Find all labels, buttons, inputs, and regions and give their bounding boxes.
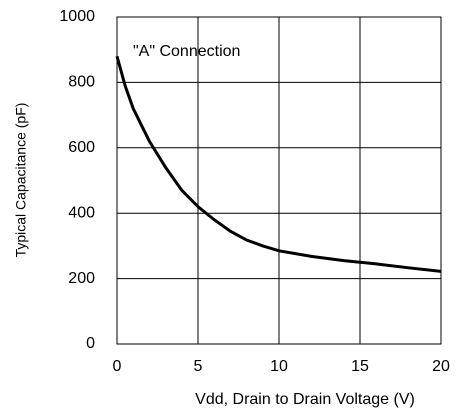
y-tick-label: 400 <box>68 204 95 221</box>
x-tick-label: 10 <box>270 358 288 375</box>
plot-border <box>116 16 442 345</box>
x-tick-label: 20 <box>432 358 450 375</box>
y-tick-label: 1000 <box>59 8 95 25</box>
x-tick-label: 5 <box>194 358 203 375</box>
x-tick-label: 0 <box>113 358 122 375</box>
y-tick-label: 0 <box>86 335 95 352</box>
x-axis-label: Vdd, Drain to Drain Voltage (V) <box>195 391 415 408</box>
y-axis-label: Typical Capacitance (pF) <box>13 103 29 258</box>
annotation: "A" Connection <box>133 43 240 60</box>
y-tick-label: 200 <box>68 270 95 287</box>
y-tick-label: 600 <box>68 139 95 156</box>
x-tick-label: 15 <box>351 358 369 375</box>
line <box>115 55 442 273</box>
y-tick-label: 800 <box>68 74 95 91</box>
